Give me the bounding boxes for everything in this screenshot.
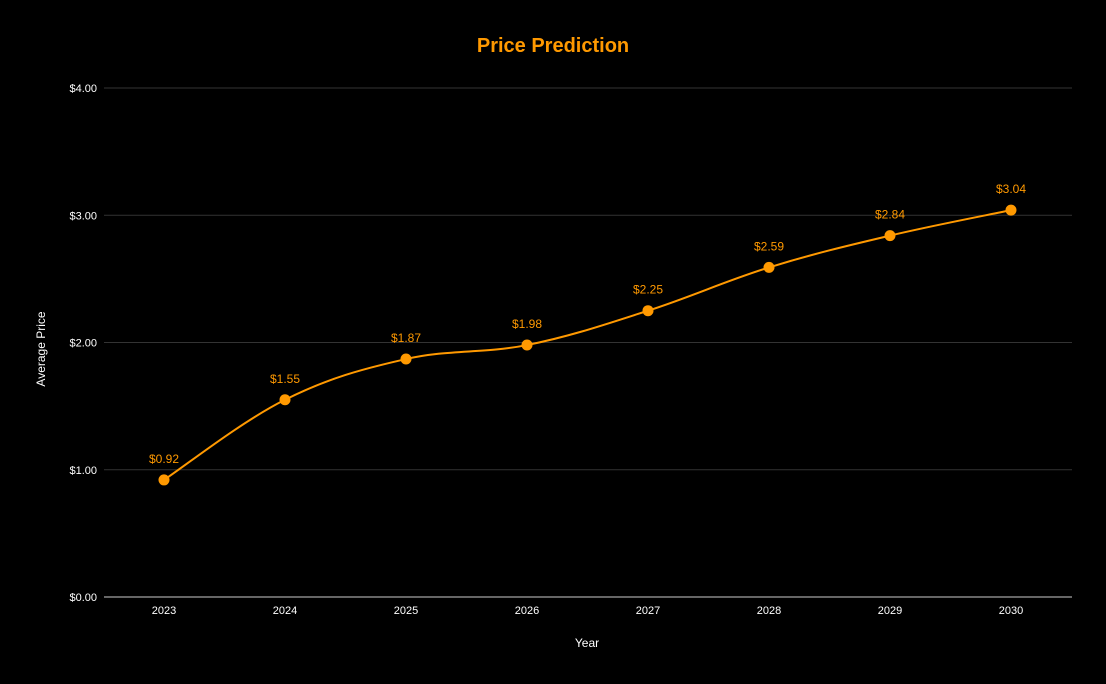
x-tick-label: 2030 bbox=[999, 605, 1023, 617]
data-label: $1.55 bbox=[270, 372, 300, 386]
x-tick-label: 2029 bbox=[878, 605, 902, 617]
x-tick-label: 2028 bbox=[757, 605, 781, 617]
y-axis-ticks: $0.00 $1.00 $2.00 $3.00 $4.00 bbox=[69, 83, 97, 604]
x-tick-label: 2023 bbox=[152, 605, 176, 617]
data-label: $0.92 bbox=[149, 452, 179, 466]
data-point bbox=[884, 230, 896, 242]
data-point bbox=[763, 261, 775, 273]
data-label: $2.59 bbox=[754, 239, 784, 253]
y-tick-label: $3.00 bbox=[69, 210, 97, 222]
x-axis-ticks: 2023 2024 2025 2026 2027 2028 2029 2030 bbox=[152, 605, 1023, 617]
series-line bbox=[163, 209, 1012, 481]
data-label: $2.84 bbox=[875, 208, 905, 222]
x-tick-label: 2025 bbox=[394, 605, 418, 617]
data-point bbox=[1005, 204, 1017, 216]
x-tick-label: 2026 bbox=[515, 605, 539, 617]
data-labels: $0.92 $1.55 $1.87 $1.98 $2.25 $2.59 $2.84 $3.04 bbox=[149, 182, 1026, 466]
y-tick-label: $0.00 bbox=[69, 592, 97, 604]
data-label: $1.87 bbox=[391, 331, 421, 345]
y-tick-label: $1.00 bbox=[69, 465, 97, 477]
data-point bbox=[400, 353, 412, 365]
data-point bbox=[158, 474, 170, 486]
y-tick-label: $4.00 bbox=[69, 83, 97, 95]
data-point bbox=[279, 394, 291, 406]
y-tick-label: $2.00 bbox=[69, 338, 97, 350]
data-points bbox=[158, 204, 1017, 486]
y-axis-title: Average Price bbox=[34, 311, 48, 386]
data-label: $1.98 bbox=[512, 317, 542, 331]
x-axis-title: Year bbox=[575, 636, 599, 650]
grid-lines bbox=[104, 87, 1072, 598]
x-tick-label: 2024 bbox=[273, 605, 297, 617]
data-label: $3.04 bbox=[996, 182, 1026, 196]
data-label: $2.25 bbox=[633, 283, 663, 297]
data-point bbox=[521, 339, 533, 351]
chart-title: Price Prediction bbox=[477, 35, 629, 57]
data-point bbox=[642, 305, 654, 317]
x-tick-label: 2027 bbox=[636, 605, 660, 617]
